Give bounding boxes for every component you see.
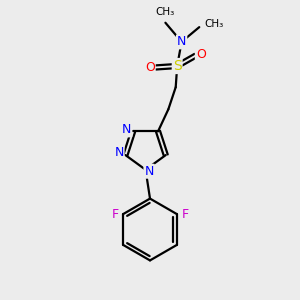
Text: O: O <box>196 48 206 61</box>
Text: N: N <box>114 146 124 159</box>
Text: F: F <box>111 208 118 220</box>
Text: O: O <box>145 61 155 74</box>
Text: S: S <box>173 59 182 73</box>
Text: CH₃: CH₃ <box>155 8 174 17</box>
Text: N: N <box>122 123 131 136</box>
Text: CH₃: CH₃ <box>205 19 224 29</box>
Text: N: N <box>144 165 154 178</box>
Text: N: N <box>177 35 186 48</box>
Text: F: F <box>182 208 189 220</box>
